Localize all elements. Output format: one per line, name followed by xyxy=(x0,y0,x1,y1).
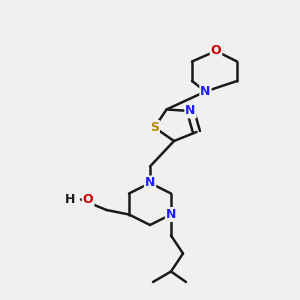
Text: N: N xyxy=(200,85,211,98)
Text: N: N xyxy=(166,208,176,221)
Text: H: H xyxy=(65,193,76,206)
Text: S: S xyxy=(150,121,159,134)
Text: O: O xyxy=(211,44,221,58)
Text: N: N xyxy=(145,176,155,190)
Text: N: N xyxy=(185,104,196,118)
Text: O: O xyxy=(83,193,93,206)
